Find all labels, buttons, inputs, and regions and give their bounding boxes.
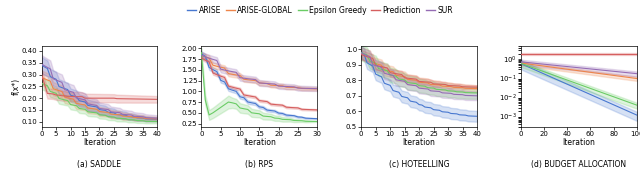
X-axis label: Iteration: Iteration xyxy=(403,138,436,147)
Text: (a) SADDLE: (a) SADDLE xyxy=(77,160,122,169)
X-axis label: Iteration: Iteration xyxy=(243,138,276,147)
Text: (b) RPS: (b) RPS xyxy=(245,160,273,169)
Legend: ARISE, ARISE-GLOBAL, Epsilon Greedy, Prediction, SUR: ARISE, ARISE-GLOBAL, Epsilon Greedy, Pre… xyxy=(184,3,456,18)
Text: (d) BUDGET ALLOCATION: (d) BUDGET ALLOCATION xyxy=(531,160,627,169)
Text: (c) HOTEELLING: (c) HOTEELLING xyxy=(388,160,449,169)
Y-axis label: f(x*): f(x*) xyxy=(12,78,20,95)
X-axis label: Iteration: Iteration xyxy=(83,138,116,147)
X-axis label: Iteration: Iteration xyxy=(563,138,595,147)
